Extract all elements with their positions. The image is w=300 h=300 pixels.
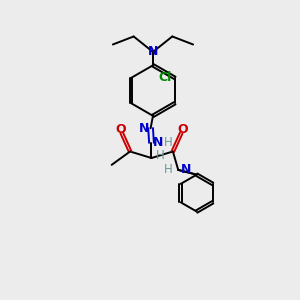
Text: O: O bbox=[115, 123, 126, 136]
Text: N: N bbox=[139, 122, 149, 135]
Text: H: H bbox=[156, 149, 165, 162]
Text: N: N bbox=[181, 164, 191, 176]
Text: H: H bbox=[164, 164, 173, 176]
Text: N: N bbox=[153, 136, 163, 149]
Text: N: N bbox=[148, 45, 158, 58]
Text: Cl: Cl bbox=[158, 71, 171, 84]
Text: O: O bbox=[177, 123, 188, 136]
Text: H: H bbox=[164, 136, 173, 149]
